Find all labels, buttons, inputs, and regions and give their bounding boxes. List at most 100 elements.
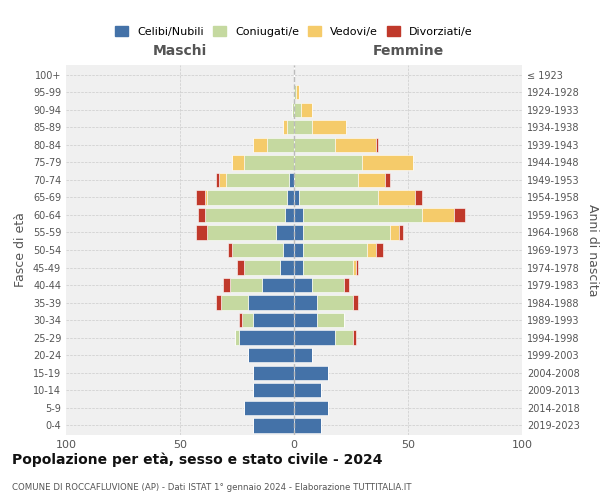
Bar — [299, 190, 379, 204]
Bar — [276, 226, 294, 239]
Bar — [296, 85, 299, 100]
Bar — [253, 418, 294, 432]
Bar — [208, 226, 276, 239]
Bar — [294, 278, 312, 292]
Bar — [303, 208, 422, 222]
Bar — [221, 296, 248, 310]
Bar — [266, 138, 294, 152]
Bar — [294, 190, 299, 204]
Bar — [399, 226, 403, 239]
Bar — [217, 296, 221, 310]
Bar — [253, 138, 266, 152]
Bar — [335, 330, 353, 345]
Bar — [283, 120, 287, 134]
Bar — [294, 120, 312, 134]
Bar — [362, 155, 413, 170]
Bar — [283, 243, 294, 257]
Bar — [289, 172, 294, 187]
Bar — [294, 260, 303, 274]
Y-axis label: Anni di nascita: Anni di nascita — [586, 204, 599, 296]
Bar — [317, 296, 353, 310]
Bar — [303, 243, 367, 257]
Bar — [232, 155, 244, 170]
Bar — [262, 278, 294, 292]
Bar — [312, 278, 344, 292]
Bar — [239, 313, 242, 328]
Bar — [292, 102, 294, 117]
Bar — [232, 243, 283, 257]
Bar — [294, 85, 296, 100]
Bar — [285, 208, 294, 222]
Bar — [294, 138, 335, 152]
Bar — [356, 260, 358, 274]
Bar — [230, 278, 262, 292]
Text: COMUNE DI ROCCAFLUVIONE (AP) - Dati ISTAT 1° gennaio 2024 - Elaborazione TUTTITA: COMUNE DI ROCCAFLUVIONE (AP) - Dati ISTA… — [12, 482, 412, 492]
Bar — [294, 296, 317, 310]
Bar — [280, 260, 294, 274]
Bar — [294, 208, 303, 222]
Text: Popolazione per età, sesso e stato civile - 2024: Popolazione per età, sesso e stato civil… — [12, 452, 383, 467]
Legend: Celibi/Nubili, Coniugati/e, Vedovi/e, Divorziati/e: Celibi/Nubili, Coniugati/e, Vedovi/e, Di… — [115, 26, 473, 37]
Bar — [312, 120, 346, 134]
Bar — [301, 102, 312, 117]
Bar — [317, 313, 344, 328]
Bar — [235, 330, 239, 345]
Bar — [294, 243, 303, 257]
Bar — [228, 243, 232, 257]
Bar — [244, 400, 294, 415]
Bar — [294, 102, 301, 117]
Bar — [205, 190, 208, 204]
Bar — [353, 296, 358, 310]
Bar — [376, 138, 379, 152]
Bar — [294, 400, 328, 415]
Bar — [294, 226, 303, 239]
Y-axis label: Fasce di età: Fasce di età — [14, 212, 27, 288]
Bar — [294, 348, 312, 362]
Bar — [287, 190, 294, 204]
Bar — [303, 260, 353, 274]
Bar — [244, 260, 280, 274]
Bar — [353, 330, 356, 345]
Bar — [379, 190, 415, 204]
Bar — [248, 348, 294, 362]
Bar — [242, 313, 253, 328]
Bar — [454, 208, 465, 222]
Bar — [219, 172, 226, 187]
Bar — [335, 138, 376, 152]
Bar — [385, 172, 390, 187]
Bar — [358, 172, 385, 187]
Bar — [196, 226, 208, 239]
Bar — [244, 155, 294, 170]
Bar — [223, 278, 230, 292]
Bar — [205, 208, 285, 222]
Bar — [294, 155, 362, 170]
Bar — [422, 208, 454, 222]
Bar — [248, 296, 294, 310]
Bar — [344, 278, 349, 292]
Bar — [390, 226, 399, 239]
Text: Maschi: Maschi — [153, 44, 207, 58]
Bar — [303, 226, 390, 239]
Bar — [287, 120, 294, 134]
Bar — [294, 313, 317, 328]
Text: Femmine: Femmine — [373, 44, 443, 58]
Bar — [294, 366, 328, 380]
Bar — [376, 243, 383, 257]
Bar — [353, 260, 356, 274]
Bar — [415, 190, 422, 204]
Bar — [198, 208, 205, 222]
Bar — [217, 172, 219, 187]
Bar — [294, 172, 358, 187]
Bar — [237, 260, 244, 274]
Bar — [208, 190, 287, 204]
Bar — [239, 330, 294, 345]
Bar — [253, 366, 294, 380]
Bar — [294, 418, 322, 432]
Bar — [253, 383, 294, 398]
Bar — [253, 313, 294, 328]
Bar — [294, 330, 335, 345]
Bar — [367, 243, 376, 257]
Bar — [226, 172, 289, 187]
Bar — [196, 190, 205, 204]
Bar — [294, 383, 322, 398]
